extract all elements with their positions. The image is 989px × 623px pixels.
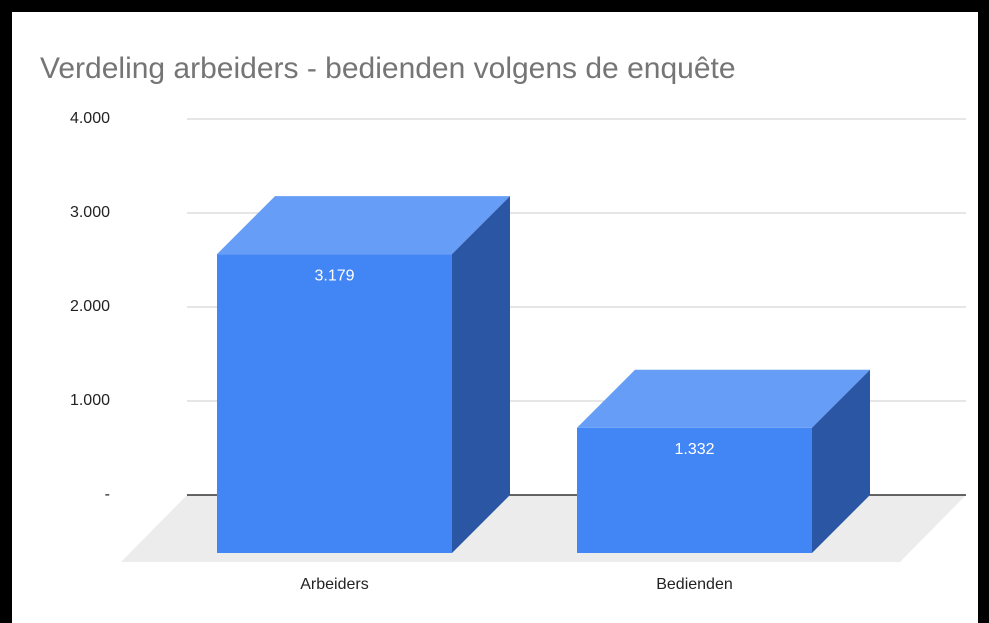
x-tick-label: Bedienden	[656, 576, 733, 593]
y-tick-label: 3.000	[70, 204, 110, 221]
chart-title: Verdeling arbeiders - bedienden volgens …	[40, 52, 736, 85]
value-label: 1.332	[674, 441, 714, 458]
bar	[577, 427, 812, 553]
x-tick-label: Arbeiders	[300, 576, 368, 593]
bar-side	[452, 196, 510, 553]
y-tick-label: 1.000	[70, 392, 110, 409]
bar	[217, 254, 452, 553]
bar-top	[577, 369, 870, 428]
bar-top	[217, 196, 510, 255]
y-tick-label: 4.000	[70, 110, 110, 127]
y-tick-label: 2.000	[70, 298, 110, 315]
value-label: 3.179	[314, 267, 354, 284]
y-tick-label: -	[105, 486, 110, 503]
bar-side	[812, 369, 870, 553]
